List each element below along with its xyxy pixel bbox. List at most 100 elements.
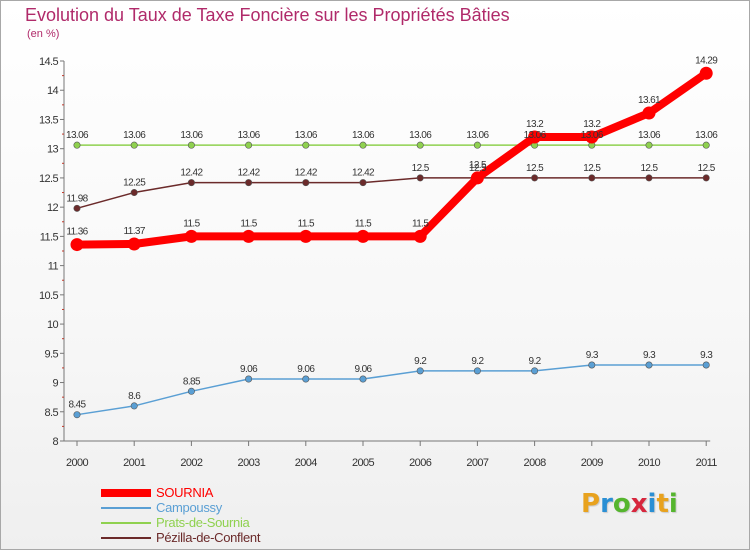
data-point-prats-de-sournia [645,141,653,149]
data-point-sournia [127,237,141,251]
data-label-sournia: 11.5 [240,218,257,229]
data-label-pezilla-de-conflent: 12.42 [180,168,203,179]
data-point-sournia [585,130,599,144]
logo-letter: o [612,489,631,519]
data-label-sournia: 13.2 [583,119,601,130]
data-label-campoussy: 9.2 [529,356,542,367]
logo-letter: r [600,489,613,519]
y-tick-label: 10 [47,319,59,331]
legend-label-sournia: SOURNIA [156,485,214,500]
data-label-sournia: 11.5 [355,218,372,229]
data-label-pezilla-de-conflent: 12.42 [352,168,375,179]
data-point-sournia [642,106,656,120]
legend-item-pezilla-de-conflent: Pézilla-de-Conflent [101,530,361,546]
y-tick-label: 13 [47,144,59,156]
data-label-pezilla-de-conflent: 12.5 [698,163,716,174]
data-point-campoussy [645,361,653,369]
data-point-campoussy [473,367,481,375]
data-label-pezilla-de-conflent: 12.5 [583,163,601,174]
data-label-prats-de-sournia: 13.06 [638,130,661,141]
data-point-pezilla-de-conflent [130,189,138,197]
data-label-campoussy: 9.3 [643,350,656,361]
x-tick-label: 2006 [409,457,432,469]
y-tick-label: 11.5 [40,231,59,243]
data-label-prats-de-sournia: 13.06 [524,130,547,141]
legend-swatch-pezilla-de-conflent [101,537,151,539]
data-label-prats-de-sournia: 13.06 [123,130,146,141]
data-point-sournia [70,238,84,252]
data-point-prats-de-sournia [302,141,310,149]
data-label-pezilla-de-conflent: 12.5 [526,163,544,174]
data-label-pezilla-de-conflent: 11.98 [66,193,88,204]
data-point-prats-de-sournia [702,141,710,149]
data-label-pezilla-de-conflent: 12.5 [412,163,430,174]
y-tick-label: 9 [52,378,58,390]
data-label-prats-de-sournia: 13.06 [409,130,432,141]
data-label-campoussy: 8.6 [128,391,141,402]
data-point-pezilla-de-conflent [588,174,596,182]
y-tick-label: 8.5 [45,407,59,419]
data-point-pezilla-de-conflent [73,204,81,212]
data-point-sournia [184,229,198,243]
legend-label-pezilla-de-conflent: Pézilla-de-Conflent [156,530,261,545]
data-point-pezilla-de-conflent [531,174,539,182]
data-point-campoussy [73,411,81,419]
data-point-sournia [528,130,542,144]
y-tick-label: 9.5 [45,348,59,360]
x-tick-label: 2007 [466,457,489,469]
data-label-sournia: 13.61 [638,95,661,106]
data-labels: 13.06 13.06 13.06 13.06 13.06 13.06 13.06 13.06… [66,55,719,411]
data-label-campoussy: 9.06 [240,364,258,375]
logo-letter: x [630,489,648,519]
series-lines [70,66,713,419]
data-point-pezilla-de-conflent [416,174,424,182]
data-label-sournia: 11.5 [412,218,429,229]
data-label-prats-de-sournia: 13.06 [295,130,318,141]
y-tick-label: 13.5 [39,114,58,126]
data-point-sournia [470,171,484,185]
data-point-prats-de-sournia [473,141,481,149]
data-label-campoussy: 9.3 [700,350,713,361]
x-tick-label: 2005 [352,457,375,469]
proxiti-logo: Proxiti [581,489,678,519]
legend-label-prats-de-sournia: Prats-de-Sournia [156,515,250,530]
data-label-sournia: 12.5 [469,160,487,171]
data-label-campoussy: 9.2 [471,356,484,367]
data-point-campoussy [302,375,310,383]
data-label-pezilla-de-conflent: 12.42 [238,168,261,179]
data-label-sournia: 14.29 [695,55,718,66]
data-point-pezilla-de-conflent [302,179,310,187]
legend-swatch-sournia [101,489,151,497]
data-label-pezilla-de-conflent: 12.5 [469,163,487,174]
legend-swatch-prats-de-sournia [101,522,151,524]
data-label-campoussy: 8.45 [68,400,86,411]
data-point-pezilla-de-conflent [187,179,195,187]
data-label-campoussy: 9.06 [297,364,315,375]
data-point-prats-de-sournia [359,141,367,149]
data-label-sournia: 11.5 [183,218,200,229]
x-tick-label: 2000 [66,457,89,469]
data-point-campoussy [588,361,596,369]
legend-item-campoussy: Campoussy [101,500,361,516]
data-point-sournia [699,66,713,80]
data-point-prats-de-sournia [416,141,424,149]
data-label-campoussy: 9.3 [586,350,599,361]
data-label-prats-de-sournia: 13.06 [180,130,203,141]
chart-title: Evolution du Taux de Taxe Foncière sur l… [25,5,510,25]
data-label-prats-de-sournia: 13.06 [695,130,718,141]
x-tick-label: 2003 [238,457,261,469]
data-point-campoussy [416,367,424,375]
x-tick-label: 2008 [524,457,547,469]
y-tick-label: 10.5 [39,290,58,302]
data-label-prats-de-sournia: 13.06 [66,130,89,141]
logo-letter: i [668,489,678,519]
axes: 8 8.5 9 9.5 10 10.5 11 11.5 12 12.5 13 13.5 14 14.5 20… [39,56,718,469]
data-point-campoussy [359,375,367,383]
y-axis-unit-label: (en %) [27,28,60,40]
legend-item-sournia: SOURNIA [101,485,361,501]
series-line-pezilla-de-conflent [76,177,707,210]
data-point-campoussy [531,367,539,375]
x-tick-label: 2004 [295,457,318,469]
series-line-campoussy [76,364,707,416]
data-point-prats-de-sournia [245,141,253,149]
